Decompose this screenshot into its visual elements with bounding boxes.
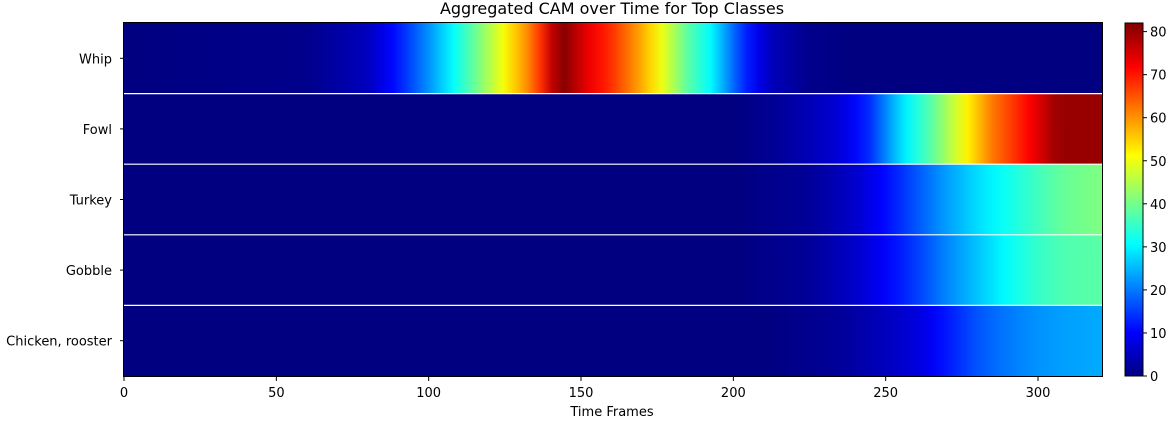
x-tick-label: 100 xyxy=(416,386,441,401)
x-tick-label: 200 xyxy=(721,386,746,401)
x-tick-label: 150 xyxy=(569,386,594,401)
colorbar-tick-label: 50 xyxy=(1150,155,1167,170)
heatmap-row-whip xyxy=(124,23,1102,94)
colorbar-tick-label: 70 xyxy=(1150,69,1167,84)
colorbar: 0 10 20 30 40 50 60 70 80 xyxy=(1124,22,1167,385)
colorbar-tick-label: 60 xyxy=(1150,112,1167,127)
y-tick-label: Turkey xyxy=(69,194,113,209)
x-axis-label: Time Frames xyxy=(569,405,653,420)
y-tick-label: Fowl xyxy=(83,123,112,138)
chart-title: Aggregated CAM over Time for Top Classes xyxy=(440,0,784,18)
colorbar-tick-label: 30 xyxy=(1150,241,1167,256)
heatmap-row-turkey xyxy=(124,164,1102,235)
colorbar-tick-label: 40 xyxy=(1150,198,1167,213)
heatmap-row-fowl xyxy=(124,93,1102,165)
x-tick-label: 250 xyxy=(873,386,898,401)
x-tick-label: 300 xyxy=(1026,386,1051,401)
colorbar-tick-label: 0 xyxy=(1150,370,1158,385)
colorbar-tick-label: 20 xyxy=(1150,284,1167,299)
heatmap-row-chicken-rooster xyxy=(124,305,1102,376)
heatmap-rows xyxy=(124,23,1102,376)
y-tick-label: Chicken, rooster xyxy=(6,335,112,350)
x-tick-label: 50 xyxy=(268,386,285,401)
colorbar-gradient xyxy=(1124,22,1144,377)
colorbar-tick-label: 80 xyxy=(1150,26,1167,41)
y-tick-label: Gobble xyxy=(66,264,112,279)
y-tick-label: Whip xyxy=(79,52,112,67)
colorbar-tick-label: 10 xyxy=(1150,327,1167,342)
x-tick-label: 0 xyxy=(120,386,128,401)
heatmap-row-gobble xyxy=(124,234,1102,306)
x-axis: 0 50 100 150 200 250 300 xyxy=(120,376,1051,401)
y-axis: Whip Fowl Turkey Gobble Chicken, rooster xyxy=(6,52,124,350)
